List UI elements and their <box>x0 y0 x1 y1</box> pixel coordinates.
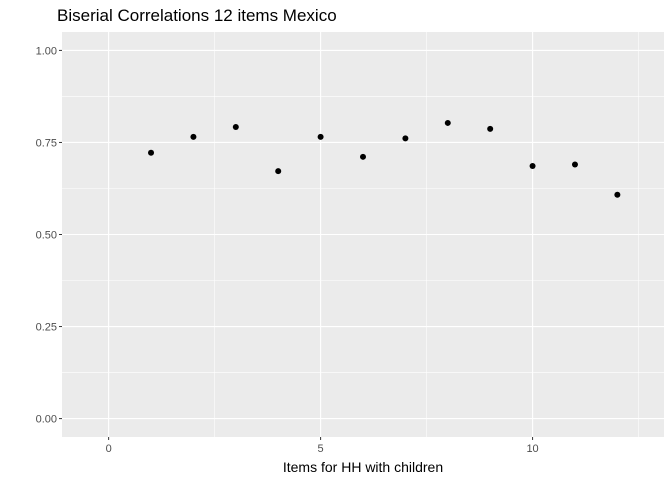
y-tick-label: 0.25 <box>36 322 57 334</box>
data-point <box>275 168 282 175</box>
data-point <box>360 153 366 160</box>
data-point <box>444 119 451 126</box>
y-axis-ticks: 0.00 0.25 0.50 0.75 1.00 <box>36 45 62 426</box>
y-tick-label: 1.00 <box>36 45 57 57</box>
y-tick-label: 0.00 <box>36 414 57 426</box>
chart-title: Biserial Correlations 12 items Mexico <box>57 6 337 25</box>
data-point <box>402 135 409 142</box>
x-tick-label: 10 <box>526 443 538 455</box>
data-point <box>571 161 578 168</box>
data-point <box>487 125 494 132</box>
data-points <box>148 119 621 198</box>
y-tick-label: 0.75 <box>36 137 57 149</box>
x-axis-title: Items for HH with children <box>283 459 443 475</box>
y-tick-label: 0.50 <box>36 230 57 242</box>
data-point <box>148 149 155 156</box>
x-tick-label: 5 <box>318 443 324 455</box>
data-point <box>614 191 621 198</box>
data-point <box>232 123 239 130</box>
data-point <box>529 163 536 170</box>
x-tick-label: 0 <box>106 443 112 455</box>
data-point <box>317 133 324 140</box>
data-point <box>190 133 197 140</box>
major-gridlines <box>62 32 664 437</box>
x-axis-ticks: 0 5 10 <box>106 437 539 455</box>
